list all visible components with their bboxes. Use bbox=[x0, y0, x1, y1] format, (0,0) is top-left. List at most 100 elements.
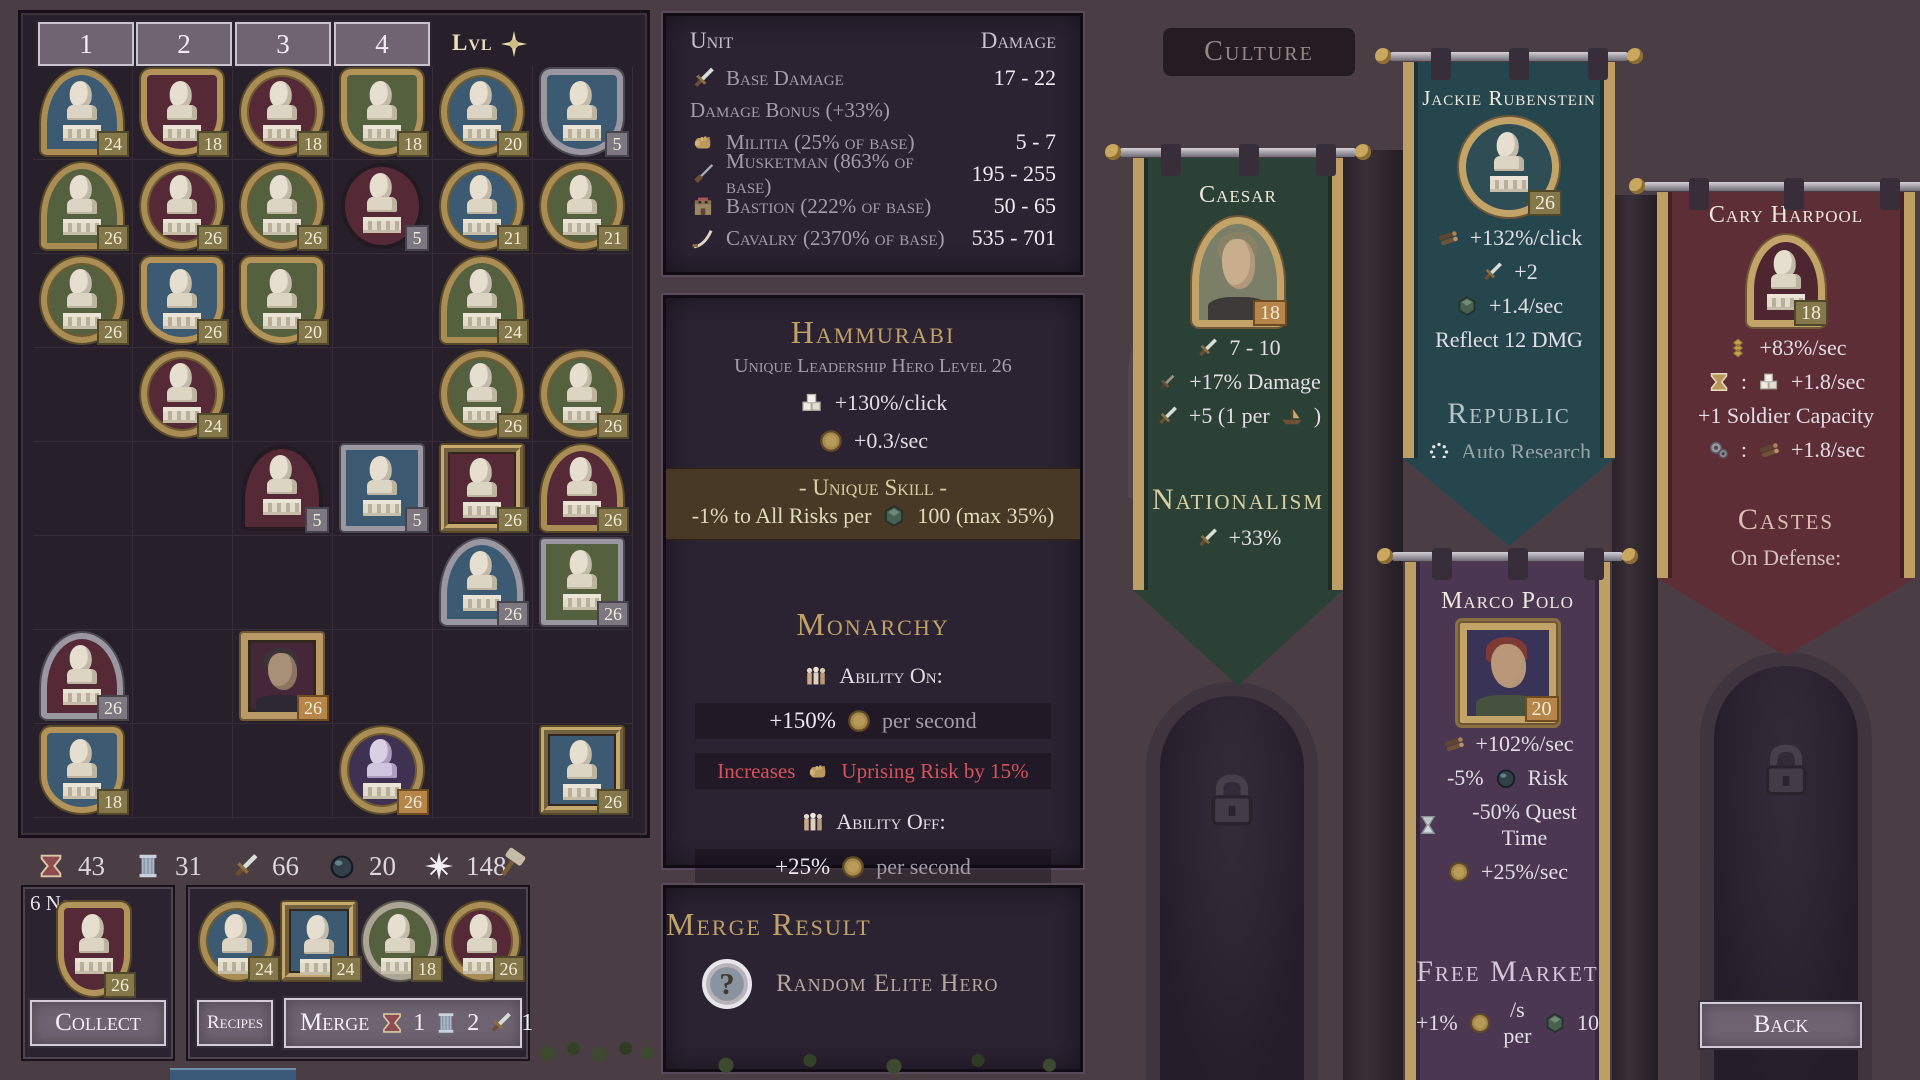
banner-body-jackie[interactable]: Jackie Rubenstein 26 +132%/click +2 +1.4/sec… bbox=[1403, 48, 1615, 498]
collect-button[interactable]: Collect bbox=[30, 1000, 166, 1046]
hero-medallion[interactable]: 18 bbox=[341, 69, 429, 157]
b-head bbox=[569, 363, 592, 390]
hero-medallion[interactable]: 26 bbox=[141, 163, 229, 251]
hero-medallion[interactable]: 5 bbox=[341, 163, 429, 251]
banner-strap bbox=[1432, 548, 1453, 580]
level-badge: 20 bbox=[1524, 696, 1559, 722]
banner-portrait-block: 18 bbox=[1144, 217, 1332, 327]
hero-medallion[interactable]: 5 bbox=[341, 445, 429, 533]
sun-icon[interactable] bbox=[500, 30, 528, 58]
banner-stats-section: +132%/click +2 +1.4/sec Reflect 12 DMG bbox=[1414, 225, 1604, 353]
hero-medallion[interactable]: 26 bbox=[441, 445, 529, 533]
b-base bbox=[463, 502, 501, 518]
marble-bust bbox=[59, 269, 105, 329]
banner-tip bbox=[1657, 578, 1915, 656]
hero-portrait bbox=[248, 642, 316, 712]
banner-body-cary[interactable]: Cary Harpool 18 +83%/sec: +1.8/sec +1 Soldie… bbox=[1657, 178, 1915, 604]
hero-medallion[interactable]: 18 bbox=[363, 902, 443, 982]
banner-body-caesar[interactable]: Caesar 18 7 - 10 +17% Damage +5 (1 per) Natio… bbox=[1133, 144, 1343, 590]
hero-medallion[interactable]: 18 bbox=[141, 69, 229, 157]
hero-medallion[interactable]: 26 bbox=[41, 257, 129, 345]
hero-medallion[interactable]: 18 bbox=[241, 69, 329, 157]
hero-medallion[interactable]: 26 bbox=[541, 445, 629, 533]
bottom-blue-strip bbox=[170, 1068, 296, 1080]
marble-bust bbox=[359, 173, 405, 233]
b-base bbox=[463, 219, 501, 235]
hero-medallion[interactable]: 26 bbox=[141, 257, 229, 345]
stat-text: +130%/click bbox=[834, 390, 948, 415]
stat-line: : +1.8/sec bbox=[1668, 369, 1904, 395]
banner-stats-section: +1% /s per 10 bbox=[1416, 997, 1599, 1049]
hero-medallion[interactable]: 26 bbox=[541, 727, 629, 815]
stat-text: Ability Off: bbox=[836, 809, 946, 834]
stat-line: 7 - 10 bbox=[1144, 335, 1332, 361]
locked-culture-slot[interactable] bbox=[1146, 682, 1318, 1080]
f-robe bbox=[256, 695, 308, 712]
hammer-icon[interactable] bbox=[492, 844, 530, 882]
banner-strap bbox=[1587, 48, 1608, 80]
b-base bbox=[263, 219, 301, 235]
grid-column-header-1[interactable]: 1 bbox=[38, 22, 134, 66]
b-chest bbox=[367, 197, 397, 212]
hero-medallion[interactable]: 26 bbox=[58, 902, 136, 998]
hero-medallion[interactable]: 26 bbox=[241, 163, 329, 251]
grid-column-header-3[interactable]: 3 bbox=[235, 22, 331, 66]
hero-medallion[interactable]: 5 bbox=[241, 445, 329, 533]
grid-column-header-2[interactable]: 2 bbox=[136, 22, 232, 66]
hero-medallion[interactable]: 21 bbox=[541, 163, 629, 251]
hero-medallion[interactable]: 20 bbox=[441, 69, 529, 157]
f-skin bbox=[268, 653, 297, 690]
hero-medallion[interactable]: 26 bbox=[541, 539, 629, 627]
hero-medallion[interactable]: 26 bbox=[239, 631, 329, 721]
hero-medallion[interactable]: 18 bbox=[41, 727, 129, 815]
stat-line: +25% per second bbox=[695, 854, 1051, 880]
gem-icon bbox=[881, 503, 907, 529]
b-head bbox=[169, 269, 192, 296]
unit-row: Cavalry (2370% of base) 535 - 701 bbox=[690, 222, 1056, 254]
stat-line: +5 (1 per) bbox=[1144, 403, 1332, 429]
unit-row: Musketman (863% of base) 195 - 255 bbox=[690, 149, 1056, 198]
hero-medallion[interactable]: 24 bbox=[141, 351, 229, 439]
hero-medallion[interactable]: 24 bbox=[41, 69, 129, 157]
level-column-header[interactable]: Lvl bbox=[452, 30, 493, 55]
marble-bust bbox=[459, 551, 505, 611]
hero-medallion[interactable]: 26 bbox=[41, 633, 129, 721]
marble-bust bbox=[459, 81, 505, 141]
banner-strap bbox=[1316, 144, 1337, 176]
banner-body-marco[interactable]: Marco Polo 20 +102%/sec -5% Risk -50% Quest T… bbox=[1405, 548, 1610, 1080]
hero-medallion[interactable]: 5 bbox=[541, 69, 629, 157]
back-button[interactable]: Back bbox=[1700, 1002, 1862, 1048]
stat-line: +25%/sec bbox=[1416, 859, 1599, 885]
banner-icon bbox=[36, 851, 66, 881]
stat-line: +150% per second bbox=[695, 708, 1051, 734]
b-chest bbox=[466, 938, 497, 953]
coin-icon bbox=[1468, 1011, 1492, 1035]
hero-medallion[interactable]: 20 bbox=[241, 257, 329, 345]
coin-icon bbox=[818, 428, 844, 454]
stat-text: : bbox=[1740, 437, 1747, 462]
hero-medallion[interactable]: 26 bbox=[444, 902, 525, 982]
grid-column-header-4[interactable]: 4 bbox=[334, 22, 430, 66]
unit-label: Musketman (863% of base) bbox=[726, 149, 914, 198]
lock-icon bbox=[1199, 768, 1265, 834]
b-head bbox=[469, 175, 492, 202]
stat-text: +17% Damage bbox=[1189, 369, 1321, 394]
stat-text: Increases bbox=[717, 758, 796, 783]
hero-medallion[interactable]: 24 bbox=[281, 902, 362, 982]
hero-medallion[interactable]: 26 bbox=[341, 727, 429, 815]
hero-medallion[interactable]: 26 bbox=[41, 163, 129, 251]
hero-medallion[interactable]: 26 bbox=[541, 351, 629, 439]
stat-line: Ability Off: bbox=[666, 809, 1080, 835]
hero-medallion[interactable]: 24 bbox=[200, 902, 280, 982]
hero-medallion[interactable]: 21 bbox=[441, 163, 529, 251]
merge-button[interactable]: Merge 1 2 1 bbox=[284, 998, 533, 1048]
stat-text: -1% to All Risks per bbox=[691, 503, 872, 528]
hero-medallion[interactable]: 26 bbox=[441, 351, 529, 439]
banner-portrait-frame: 18 bbox=[1747, 235, 1828, 327]
recipes-button[interactable]: Recipes bbox=[197, 1000, 273, 1046]
hero-medallion[interactable]: 24 bbox=[441, 257, 529, 345]
b-base bbox=[63, 125, 101, 141]
government-ability-label: Ability Off: bbox=[666, 809, 1080, 835]
hero-medallion[interactable]: 26 bbox=[441, 539, 529, 627]
hero-name: Hammurabi bbox=[790, 314, 956, 350]
